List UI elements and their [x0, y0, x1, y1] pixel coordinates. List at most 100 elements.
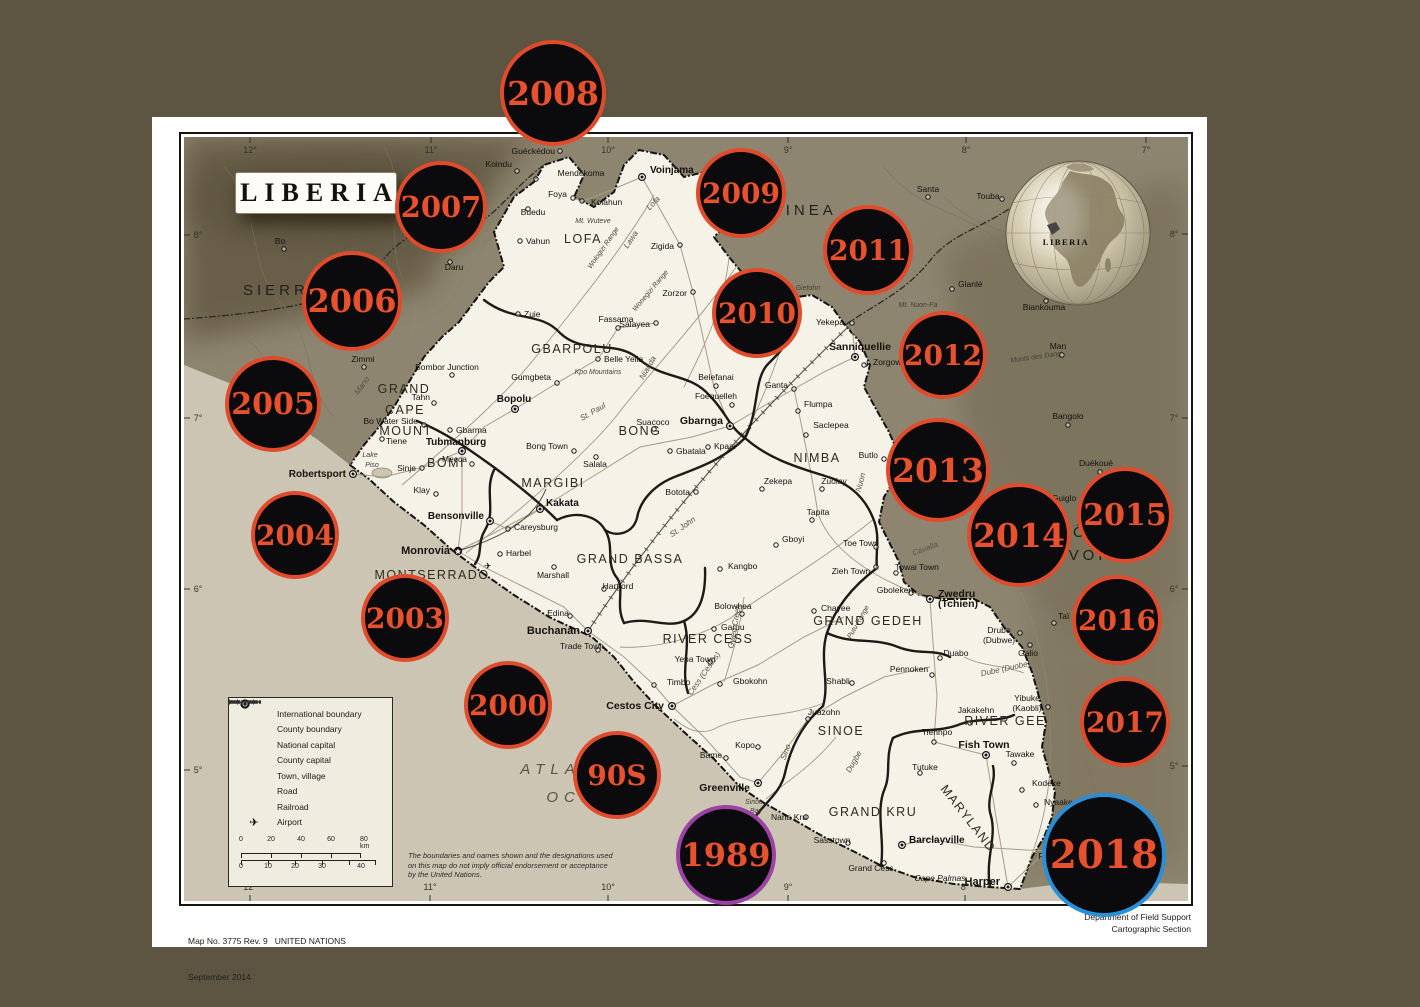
year-marker-label: 2014	[973, 515, 1065, 555]
scale-tick-label: 0	[239, 836, 243, 843]
city-label: Foya	[548, 189, 567, 199]
city-label: Bong Town	[526, 441, 568, 451]
year-marker-2015[interactable]: 2015	[1077, 467, 1173, 563]
screen: { "colors":{"page_bg":"#5d5441","land_ne…	[152, 40, 1207, 982]
town-dot	[693, 489, 699, 495]
graticule-labels: 12° 11° 10° 9° 8° 7° 12° 11° 10° 9° 8° 8° 7° 6° 5° 8° 7°…	[184, 137, 1188, 901]
town-dot	[717, 566, 723, 572]
city-label: Marshall	[537, 570, 569, 580]
county-label: GRAND KRU	[829, 805, 918, 819]
year-marker-90S[interactable]: 90S	[573, 731, 661, 819]
city-label: Gbatala	[676, 446, 706, 456]
town-dot	[893, 570, 899, 576]
town-dot	[705, 444, 711, 450]
city-label: Tawake	[1006, 749, 1035, 759]
legend-row: ✈ Airport	[237, 815, 386, 831]
town-dot	[449, 372, 455, 378]
town-dot	[469, 461, 475, 467]
year-marker-2016[interactable]: 2016	[1072, 575, 1162, 665]
year-marker-2005[interactable]: 2005	[225, 356, 321, 452]
year-marker-label: 2012	[904, 338, 982, 372]
city-label: Tubmanburg	[426, 437, 486, 448]
year-marker-2018[interactable]: 2018	[1042, 793, 1166, 917]
town-dot	[759, 486, 765, 492]
year-marker-2009[interactable]: 2009	[696, 148, 786, 238]
graticule-label: 10°	[601, 882, 615, 892]
year-marker-1989[interactable]: 1989	[676, 805, 776, 905]
scale-tick-label: 30	[318, 863, 326, 870]
city-label: Mendekoma	[558, 168, 605, 178]
disclaimer: The boundaries and names shown and the d…	[408, 851, 638, 880]
town-dot	[517, 238, 523, 244]
city-label: Mecca	[442, 454, 467, 464]
year-marker-2012[interactable]: 2012	[899, 311, 987, 399]
graticule-label: 12°	[243, 882, 257, 892]
graticule-label: 5°	[194, 765, 203, 775]
year-marker-2000[interactable]: 2000	[464, 661, 552, 749]
year-marker-label: 2018	[1049, 832, 1159, 878]
city-label: Bolowhea	[714, 601, 752, 611]
city-label: Bombor Junction	[415, 362, 479, 372]
county-label: SINOE	[818, 724, 864, 738]
city-label: Klay	[413, 485, 430, 495]
county-label: MOUNT	[379, 424, 432, 438]
city-label: Zekepa	[764, 476, 793, 486]
scale-tick-label: 10	[264, 863, 272, 870]
city-label: Pennoken	[890, 664, 929, 674]
city-label: Juazohn	[808, 707, 840, 717]
legend: International boundary County boundary N…	[228, 697, 393, 887]
town-dot	[729, 402, 735, 408]
town-dot	[809, 517, 815, 523]
year-marker-label: 2007	[400, 190, 482, 224]
year-marker-label: 2010	[718, 296, 796, 330]
year-marker-2008[interactable]: 2008	[500, 40, 606, 146]
town-dot	[795, 408, 801, 414]
year-marker-2014[interactable]: 2014	[967, 483, 1071, 587]
city-label: Man	[1050, 341, 1067, 351]
city-labels: Monrovia Voinjama Robertsport Tubmanburg Ben…	[275, 146, 1113, 891]
year-marker-2011[interactable]: 2011	[823, 205, 913, 295]
town-dot	[881, 860, 887, 866]
town-dot	[557, 148, 563, 154]
year-marker-label: 2005	[231, 386, 315, 422]
graticule-label: 8°	[962, 145, 971, 155]
year-marker-2006[interactable]: 2006	[302, 251, 402, 351]
city-label: Gboyi	[782, 534, 804, 544]
town-dot	[514, 168, 520, 174]
county-label: BONG	[619, 424, 662, 438]
year-marker-2004[interactable]: 2004	[251, 491, 339, 579]
year-marker-label: 2008	[507, 73, 599, 113]
map-credit-right: Department of Field Support Cartographic…	[1084, 911, 1191, 935]
city-label: Duékoué	[1079, 458, 1113, 468]
city-label: Vahun	[526, 236, 550, 246]
year-marker-2007[interactable]: 2007	[395, 161, 487, 253]
legend-label: Town, village	[277, 770, 326, 781]
town-dot	[931, 739, 937, 745]
year-marker-2010[interactable]: 2010	[712, 268, 802, 358]
city-label: Sinje	[397, 463, 416, 473]
city-label: Careysburg	[514, 522, 558, 532]
map-title: LIBERIA	[240, 178, 399, 207]
graticule-label: 12°	[243, 145, 257, 155]
city-label: Tahn	[412, 392, 431, 402]
year-marker-2003[interactable]: 2003	[361, 574, 449, 662]
city-label: Foequelleh	[695, 391, 737, 401]
city-label: Guéckédou	[512, 146, 556, 156]
city-label: Drubo	[987, 625, 1010, 635]
town-dot	[803, 814, 809, 820]
county-label: RIVER GEE	[964, 714, 1046, 728]
town-dot	[707, 659, 713, 665]
year-marker-2013[interactable]: 2013	[886, 418, 990, 522]
graticule-label: 7°	[1142, 145, 1151, 155]
year-marker-label: 2011	[829, 233, 907, 267]
city-label: Gbarnga	[680, 415, 723, 427]
town-dot	[447, 427, 453, 433]
city-label: Suacoco	[636, 417, 669, 427]
town-dot	[595, 647, 601, 653]
graticule-label: 7°	[1170, 413, 1179, 423]
city-label: (Dubwe)	[983, 635, 1015, 645]
city-label: Harper	[965, 876, 1001, 888]
liberia-country	[349, 149, 1056, 890]
year-marker-2017[interactable]: 2017	[1080, 677, 1170, 767]
scale-tick-label: 60	[327, 836, 335, 843]
